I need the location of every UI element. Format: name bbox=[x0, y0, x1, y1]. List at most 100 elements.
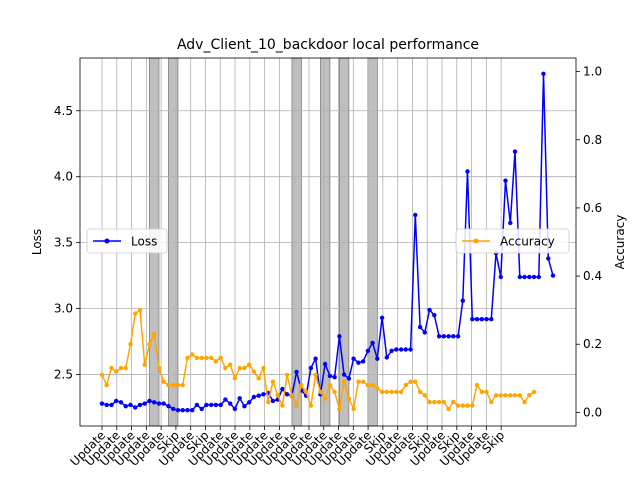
accuracy-point bbox=[133, 311, 138, 316]
accuracy-point bbox=[322, 396, 328, 401]
accuracy-point bbox=[318, 389, 323, 395]
accuracy-point bbox=[474, 382, 480, 388]
accuracy-point bbox=[465, 403, 470, 408]
accuracy-point bbox=[213, 359, 219, 364]
accuracy-point bbox=[327, 382, 333, 388]
loss-point bbox=[327, 373, 333, 379]
loss-point bbox=[546, 256, 551, 261]
loss-point bbox=[356, 360, 361, 365]
loss-point bbox=[114, 398, 119, 404]
accuracy-point bbox=[147, 342, 152, 347]
loss-point bbox=[498, 274, 503, 280]
accuracy-point bbox=[517, 393, 522, 398]
loss-point bbox=[522, 274, 527, 280]
loss-point bbox=[142, 401, 147, 406]
loss-point bbox=[313, 356, 318, 361]
loss-point bbox=[512, 149, 518, 154]
legend-accuracy-label: Accuracy bbox=[500, 235, 555, 249]
loss-point bbox=[346, 376, 352, 381]
loss-point bbox=[270, 398, 276, 404]
loss-point bbox=[247, 400, 252, 405]
accuracy-point bbox=[365, 382, 371, 388]
loss-point bbox=[541, 71, 546, 77]
accuracy-point bbox=[142, 362, 147, 367]
accuracy-point bbox=[479, 389, 484, 395]
accuracy-point bbox=[166, 382, 171, 388]
accuracy-point bbox=[109, 365, 114, 371]
accuracy-point bbox=[190, 352, 195, 357]
y-tick-left-label: 3.5 bbox=[54, 236, 73, 250]
accuracy-point bbox=[460, 403, 465, 408]
accuracy-point bbox=[413, 379, 418, 384]
accuracy-point bbox=[261, 365, 266, 371]
loss-point bbox=[308, 365, 314, 371]
loss-point bbox=[408, 347, 413, 352]
accuracy-point bbox=[436, 399, 442, 405]
loss-point bbox=[199, 406, 204, 412]
loss-point bbox=[337, 334, 342, 339]
y-tick-right-label: 0.6 bbox=[583, 201, 602, 215]
loss-point bbox=[284, 392, 290, 397]
accuracy-point bbox=[512, 393, 518, 398]
accuracy-point bbox=[341, 379, 347, 384]
loss-point bbox=[394, 347, 399, 352]
loss-point bbox=[294, 369, 299, 375]
loss-point bbox=[503, 178, 508, 183]
accuracy-point bbox=[498, 393, 503, 398]
accuracy-point bbox=[280, 403, 285, 408]
legend-loss-box bbox=[86, 228, 168, 254]
loss-point bbox=[474, 317, 480, 322]
accuracy-point bbox=[451, 399, 456, 405]
loss-point bbox=[161, 401, 166, 406]
accuracy-point bbox=[104, 382, 109, 388]
loss-point bbox=[455, 334, 461, 339]
loss-point bbox=[427, 307, 432, 313]
y-tick-right-label: 0.8 bbox=[583, 133, 602, 147]
accuracy-point bbox=[152, 331, 157, 337]
accuracy-point bbox=[175, 382, 181, 388]
accuracy-point bbox=[398, 389, 404, 395]
loss-point bbox=[413, 212, 418, 218]
accuracy-point bbox=[256, 376, 261, 381]
y-tick-left-label: 4.5 bbox=[54, 104, 73, 118]
legend-loss-marker bbox=[104, 238, 110, 244]
plot-area bbox=[79, 57, 577, 427]
accuracy-point bbox=[99, 372, 105, 378]
accuracy-point bbox=[441, 399, 446, 405]
legend-accuracy: Accuracy bbox=[455, 228, 570, 254]
accuracy-point bbox=[218, 355, 223, 361]
loss-point bbox=[147, 398, 152, 404]
loss-point bbox=[128, 402, 133, 408]
loss-point bbox=[237, 396, 242, 401]
accuracy-point bbox=[370, 382, 375, 388]
accuracy-point bbox=[284, 372, 290, 378]
loss-point bbox=[104, 402, 109, 408]
loss-point bbox=[242, 404, 247, 409]
accuracy-point bbox=[308, 403, 314, 408]
accuracy-point bbox=[161, 379, 166, 384]
loss-point bbox=[451, 334, 456, 339]
loss-point bbox=[137, 402, 143, 408]
accuracy-point bbox=[446, 406, 451, 412]
loss-point bbox=[341, 372, 347, 377]
skip-region bbox=[168, 57, 179, 427]
loss-point bbox=[99, 401, 105, 406]
accuracy-point bbox=[128, 342, 133, 347]
loss-point bbox=[232, 406, 238, 412]
loss-point bbox=[123, 404, 128, 409]
accuracy-point bbox=[114, 369, 119, 374]
legend-loss-label: Loss bbox=[131, 235, 157, 249]
accuracy-point bbox=[123, 365, 128, 371]
loss-point bbox=[322, 361, 328, 367]
loss-point bbox=[351, 356, 356, 361]
accuracy-point bbox=[503, 393, 508, 398]
loss-point bbox=[489, 317, 494, 322]
accuracy-point bbox=[156, 365, 162, 371]
y-tick-left-label: 4.0 bbox=[54, 170, 73, 184]
loss-point bbox=[527, 274, 532, 280]
loss-point bbox=[171, 406, 176, 412]
accuracy-point bbox=[489, 399, 494, 405]
loss-point bbox=[446, 334, 451, 339]
accuracy-point bbox=[408, 379, 413, 384]
accuracy-point bbox=[351, 406, 356, 412]
